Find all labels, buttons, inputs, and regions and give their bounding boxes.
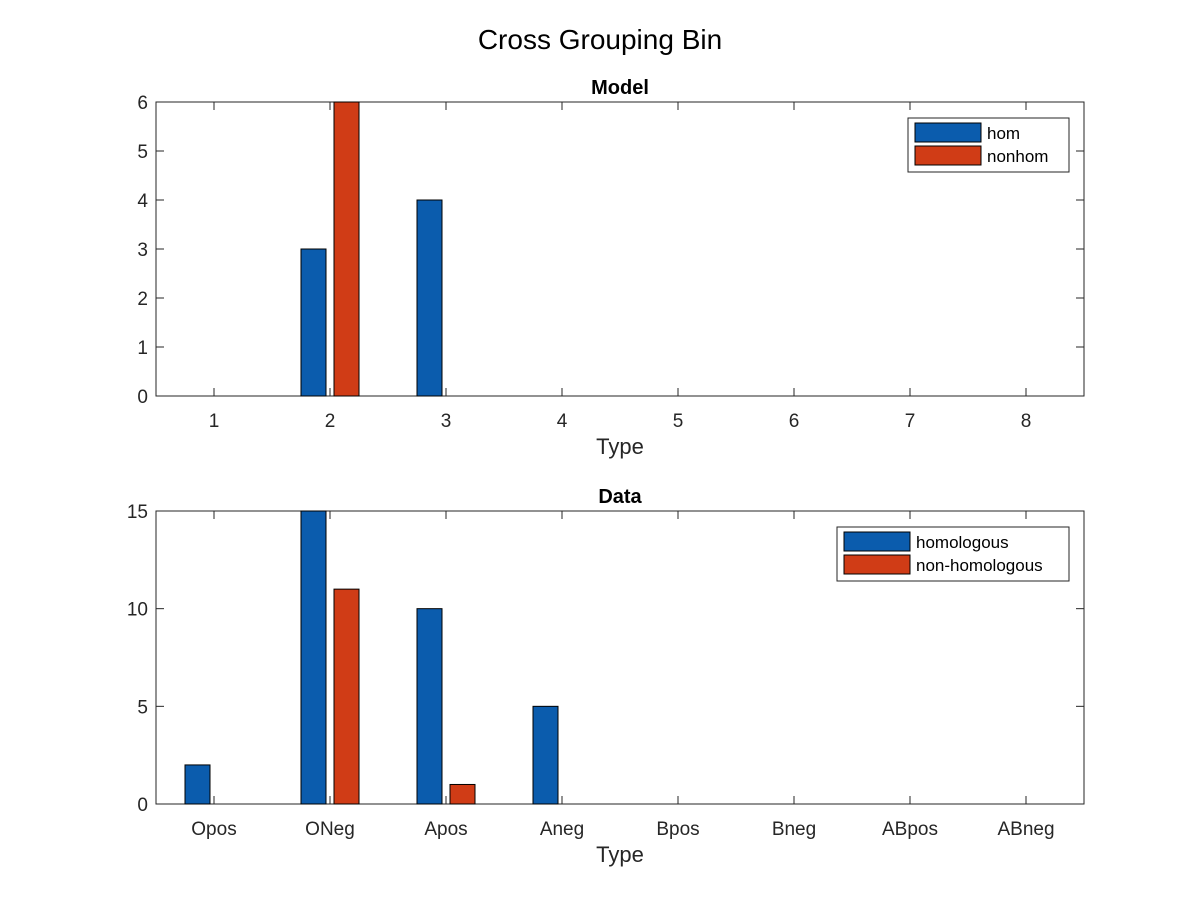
legend-swatch: [843, 554, 911, 575]
x-axis-label: Type: [596, 434, 644, 459]
bar-non-homologous-apos: [449, 783, 476, 805]
x-tick-label: 7: [905, 411, 916, 432]
legend-entry: hom: [987, 124, 1020, 143]
x-tick-label: 6: [789, 411, 800, 432]
y-tick-label: 5: [137, 142, 148, 163]
x-tick-label: Apos: [424, 819, 467, 840]
legend-swatch: [914, 145, 982, 166]
bar-hom-3: [416, 199, 443, 397]
x-tick-label: 3: [441, 411, 452, 432]
x-tick-label: 1: [209, 411, 220, 432]
x-tick-label: Aneg: [540, 819, 584, 840]
legend: homologous non-homologous: [836, 526, 1070, 582]
bar-homologous-apos: [416, 608, 443, 805]
figure-title: Cross Grouping Bin: [478, 24, 722, 55]
legend-swatch: [843, 531, 911, 552]
y-tick-label: 0: [137, 795, 148, 816]
y-tick-label: 3: [137, 240, 148, 261]
y-tick-label: 1: [137, 338, 148, 359]
legend-entry: nonhom: [987, 147, 1048, 166]
x-tick-label: ONeg: [305, 819, 355, 840]
legend: hom nonhom: [907, 117, 1070, 173]
x-tick-label: ABneg: [997, 819, 1054, 840]
bar-homologous-opos: [184, 764, 211, 805]
x-tick-label: 8: [1021, 411, 1032, 432]
y-tick-label: 6: [137, 93, 148, 114]
y-tick-label: 15: [127, 502, 148, 523]
y-tick-label: 0: [137, 387, 148, 408]
bar-nonhom-2: [333, 101, 360, 397]
panel-title: Data: [598, 486, 642, 508]
bar-hom-2: [300, 248, 327, 397]
bar-non-homologous-oneg: [333, 588, 360, 805]
data-panel: Data 0 5 10 15 Opos ONeg Apos Aneg Bpos Bneg ABpos A…: [127, 486, 1085, 867]
x-tick-label: 5: [673, 411, 684, 432]
model-panel: Model 0 1 2 3 4 5 6 1 2 3 4 5 6 7 8 Type hom nonhom: [137, 77, 1085, 459]
x-tick-label: 4: [557, 411, 568, 432]
x-axis-label: Type: [596, 842, 644, 867]
y-tick-label: 10: [127, 600, 148, 621]
x-tick-label: 2: [325, 411, 336, 432]
bar-homologous-oneg: [300, 510, 327, 805]
y-tick-label: 2: [137, 289, 148, 310]
x-tick-label: Bneg: [772, 819, 816, 840]
legend-entry: non-homologous: [916, 556, 1043, 575]
panel-title: Model: [591, 77, 649, 99]
bar-homologous-aneg: [532, 705, 559, 805]
legend-entry: homologous: [916, 533, 1009, 552]
y-tick-label: 4: [137, 191, 148, 212]
y-tick-label: 5: [137, 697, 148, 718]
x-tick-label: Opos: [191, 819, 236, 840]
x-tick-label: ABpos: [882, 819, 938, 840]
legend-swatch: [914, 122, 982, 143]
x-tick-label: Bpos: [656, 819, 699, 840]
